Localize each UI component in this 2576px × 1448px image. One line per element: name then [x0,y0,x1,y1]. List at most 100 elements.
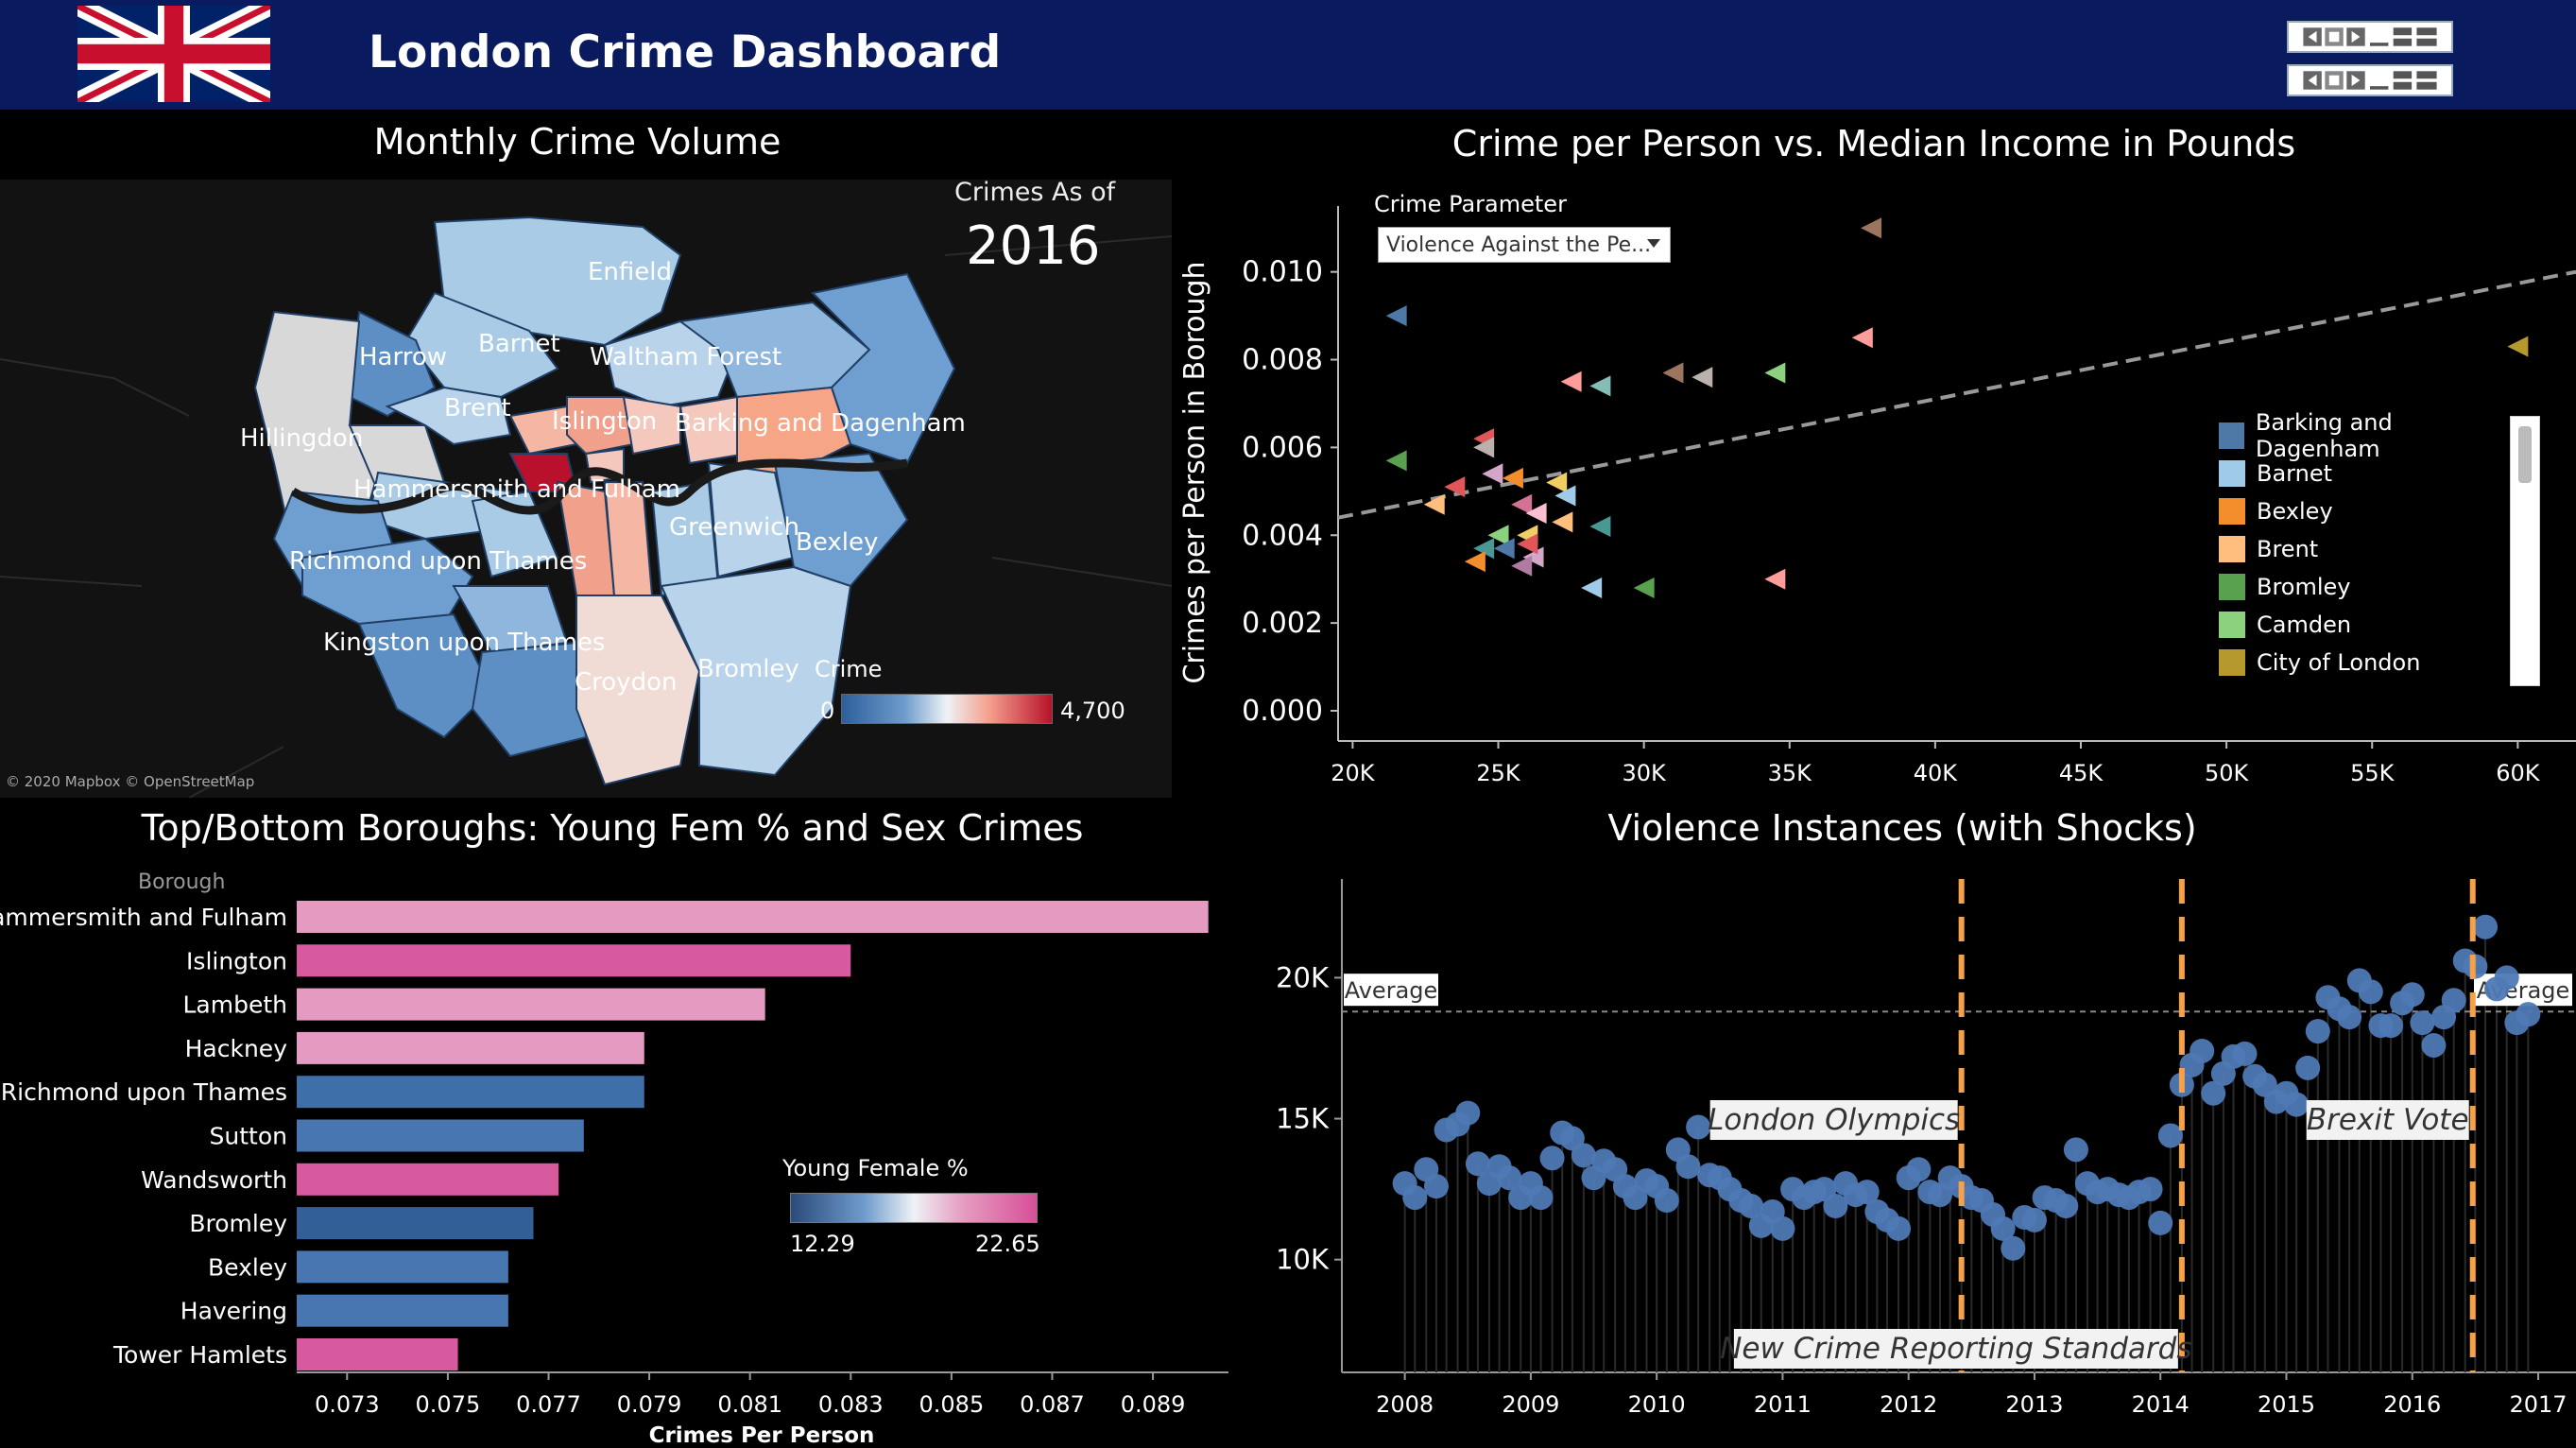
borough-bar-chart[interactable]: Borough Hammersmith and Fulham Islington La… [0,851,1247,1448]
map-label: Bromley [697,655,799,683]
map-legend-title: Crime [815,656,883,682]
bar-x-tick-label: 0.083 [818,1391,884,1418]
scatter-point [1385,450,1407,472]
bar-title: Top/Bottom Boroughs: Young Fem % and Sex… [141,807,1084,849]
dashboard-title: London Crime Dashboard [369,26,1002,78]
violence-timeline-chart[interactable]: 10K 15K 20K 2008 2009 2010 2011 2012 2013 2014 201… [1247,851,2576,1448]
borough-islington[interactable] [566,396,635,456]
bar-category-label: Hackney [185,1035,288,1062]
bar-legend-title: Young Female % [782,1155,969,1181]
borough-bromley[interactable] [660,565,852,777]
map-label: Waltham Forest [590,343,781,371]
timeline-point [2157,1123,2183,1148]
borough-havering[interactable] [810,272,956,465]
legend-item[interactable]: Bromley [2219,573,2351,601]
shock-label: New Crime Reporting Standards [1720,1332,2191,1366]
legend-item[interactable]: Barnet [2219,459,2332,488]
borough-croydon[interactable] [575,595,701,786]
bar-x-tick-label: 0.079 [617,1391,682,1418]
map-label: Richmond upon Thames [289,547,587,576]
scatter-y-axis-label: Crimes per Person in Borough [1178,261,1211,683]
scatter-point [1423,493,1445,515]
timeline-point [1402,1185,1428,1211]
scatter-point [1851,327,1873,349]
legend-scroll-thumb[interactable] [2518,426,2532,483]
chevron-down-icon[interactable] [1647,239,1660,248]
scatter-point [1589,375,1611,397]
crime-income-scatter[interactable]: 0.000 0.002 0.004 0.006 0.008 0.010 20K 25K 30K 3… [1172,180,2576,798]
bar [297,901,1209,933]
borough-color-legend[interactable]: Barking and Dagenham Barnet Bexley Brent Bro… [2215,409,2514,688]
timeline-point [2053,1194,2079,1219]
scatter-point [1502,467,1523,489]
playback-controls-icon[interactable] [2289,66,2451,95]
crime-parameter-dropdown[interactable]: Violence Against the Pe... [1378,227,1671,263]
legend-label: Camden [2257,612,2352,638]
crimes-as-of-label: Crimes As of [954,178,1116,207]
timeline-point [1528,1185,1554,1211]
scatter-point [1552,511,1573,533]
borough-hackney[interactable] [622,395,681,456]
scatter-point [1473,538,1495,560]
scatter-point [1511,555,1533,577]
timeline-point [2232,1041,2258,1066]
borough-bexley[interactable] [773,452,909,588]
map-label: Croydon [575,668,677,697]
bar [297,1250,508,1284]
bar [297,1031,644,1064]
scatter-x-tick-label: 50K [2205,760,2250,786]
borough-kingston-upon-thames[interactable] [357,612,493,739]
map-label: Barking and Dagenham [675,409,966,438]
bar [297,1207,534,1240]
map-canvas[interactable]: Enfield Harrow Barnet Waltham Forest Bre… [0,180,1172,798]
borough-brent[interactable] [385,386,512,446]
legend-item[interactable]: Camden [2219,611,2351,639]
shock-label: Brexit Vote [2307,1103,2469,1137]
legend-label: City of London [2257,649,2421,676]
shock-label-box [1733,1329,2178,1369]
bar-category-label: Tower Hamlets [112,1341,287,1369]
playback-controls-bottom[interactable] [2287,64,2453,96]
legend-swatch [2219,574,2245,600]
bar-x-axis-label: Crimes Per Person [649,1423,875,1448]
scatter-point [1589,515,1611,537]
timeline-x-tick-label: 2014 [2132,1391,2190,1418]
scatter-point [1546,472,1568,493]
scatter-point [1662,362,1684,384]
scatter-x-tick-label: 40K [1914,760,1959,786]
scatter-x-tick-label: 45K [2059,760,2104,786]
timeline-point [1571,1143,1596,1168]
map-label: Bexley [796,528,878,557]
scatter-x-tick-label: 35K [1768,760,1813,786]
timeline-x-tick-label: 2013 [2005,1391,2063,1418]
bar-legend-max: 22.65 [975,1231,1040,1257]
legend-label: Bromley [2257,574,2351,600]
legend-item[interactable]: Bexley [2219,497,2333,526]
timeline-x-tick-label: 2011 [1754,1391,1812,1418]
legend-scrollbar[interactable] [2510,416,2540,686]
scatter-point [1692,367,1713,388]
borough-sutton[interactable] [471,641,588,758]
bar-legend-min: 12.29 [790,1231,855,1257]
scatter-point [1560,371,1582,392]
scatter-x-tick-label: 25K [1476,760,1521,786]
legend-swatch [2219,460,2245,487]
borough-labels: Enfield Harrow Barnet Waltham Forest Bre… [240,258,966,697]
bar-legend-gradient [790,1193,1038,1223]
bar-category-label: Hammersmith and Fulham [0,904,287,931]
legend-item[interactable]: Brent [2219,535,2318,563]
bar [297,1076,644,1109]
bar-category-label: Sutton [210,1123,287,1150]
scatter-point [1487,525,1509,546]
bar-category-label: Bexley [208,1253,287,1281]
crimes-as-of-year: 2016 [966,215,1101,277]
playback-controls-icon[interactable] [2289,23,2451,51]
timeline-point [2410,1010,2435,1036]
legend-swatch [2219,612,2245,638]
legend-item[interactable]: City of London [2219,648,2420,677]
map-title: Monthly Crime Volume [373,121,781,163]
legend-item[interactable]: Barking and Dagenham [2219,409,2514,462]
playback-controls-top[interactable] [2287,21,2453,53]
scatter-point [1511,493,1533,515]
london-map[interactable]: Enfield Harrow Barnet Waltham Forest Bre… [0,180,1172,798]
